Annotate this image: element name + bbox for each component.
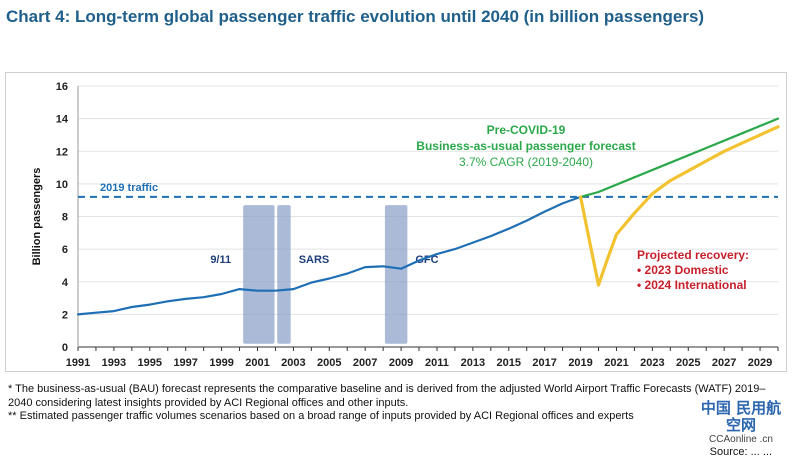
footnotes: * The business-as-usual (BAU) forecast r… <box>8 383 788 424</box>
x-tick-label: 2007 <box>353 357 377 369</box>
bau-annotation-subtitle: Business-as-usual passenger forecast <box>416 139 635 153</box>
x-tick-label: 1995 <box>138 357 162 369</box>
event-bar <box>277 205 291 344</box>
watermark-chinese: 中国 民用航空网 <box>700 399 782 434</box>
series-line <box>76 195 582 316</box>
y-tick-label: 16 <box>56 81 68 93</box>
event-bar <box>384 205 408 344</box>
y-tick-label: 4 <box>62 277 69 289</box>
x-tick-label: 2019 <box>568 357 592 369</box>
bau-annotation-title: Pre-COVID-19 <box>487 123 566 137</box>
y-tick-label: 12 <box>56 146 68 158</box>
x-tick-label: 1991 <box>66 357 90 369</box>
footnote-scenarios: ** Estimated passenger traffic volumes s… <box>8 410 634 422</box>
series-line <box>579 125 780 287</box>
y-tick-label: 8 <box>62 212 68 224</box>
y-axis-title: Billion passengers <box>31 168 43 266</box>
grid <box>78 85 778 315</box>
x-tick-label: 2015 <box>497 357 521 369</box>
bau-annotation-cagr: 3.7% CAGR (2019-2040) <box>459 155 593 169</box>
source-text: Source: ... ... <box>709 446 772 458</box>
x-tick-label: 2017 <box>532 357 556 369</box>
x-tick-label: 2013 <box>461 357 485 369</box>
x-tick-label: 1997 <box>173 357 197 369</box>
reference-line-label: 2019 traffic <box>100 182 158 194</box>
event-label: 9/11 <box>210 254 231 266</box>
x-tick-label: 2011 <box>425 357 449 369</box>
x-tick-label: 2005 <box>317 357 341 369</box>
series-line <box>579 117 780 198</box>
site-watermark: 中国 民用航空网 CCAonline .cn <box>700 400 782 458</box>
y-tick-label: 14 <box>56 114 69 126</box>
x-tick-label: 1993 <box>102 357 126 369</box>
event-bar <box>243 205 275 344</box>
x-tick-label: 2021 <box>604 357 628 369</box>
x-tick-label: 2023 <box>640 357 664 369</box>
x-tick-label: 2001 <box>245 357 269 369</box>
x-tick-label: 2027 <box>712 357 736 369</box>
recovery-annotation-item: • 2023 Domestic <box>637 263 729 277</box>
line-chart: 9/11 SARS GFC 0 2 4 6 8 10 12 14 16 1991 1993 1995 199… <box>31 81 780 369</box>
x-tick-label: 2029 <box>748 357 772 369</box>
event-label: GFC <box>415 254 438 266</box>
series-lines <box>76 117 780 316</box>
y-tick-label: 6 <box>62 244 68 256</box>
x-tick-label: 1999 <box>209 357 233 369</box>
plot-frame <box>5 72 787 372</box>
event-bars: 9/11 SARS GFC <box>210 205 439 344</box>
footnote-bau: * The business-as-usual (BAU) forecast r… <box>8 383 766 409</box>
x-tick-label: 2025 <box>676 357 700 369</box>
y-tick-label: 2 <box>62 309 68 321</box>
x-tick-label: 2009 <box>389 357 413 369</box>
y-tick-label: 0 <box>62 342 68 354</box>
annotations: 2019 traffic Pre-COVID-19 Business-as-usua… <box>100 123 749 292</box>
chart-title: Chart 4: Long-term global passenger traf… <box>6 7 705 26</box>
axes: 0 2 4 6 8 10 12 14 16 1991 1993 1995 1997 1999 2001 200… <box>31 81 779 369</box>
y-tick-label: 10 <box>56 179 68 191</box>
event-label: SARS <box>299 254 330 266</box>
watermark-latin: CCAonline .cn <box>709 434 773 445</box>
recovery-annotation-title: Projected recovery: <box>637 248 749 262</box>
recovery-annotation-item: • 2024 International <box>637 278 747 292</box>
x-tick-label: 2003 <box>281 357 305 369</box>
